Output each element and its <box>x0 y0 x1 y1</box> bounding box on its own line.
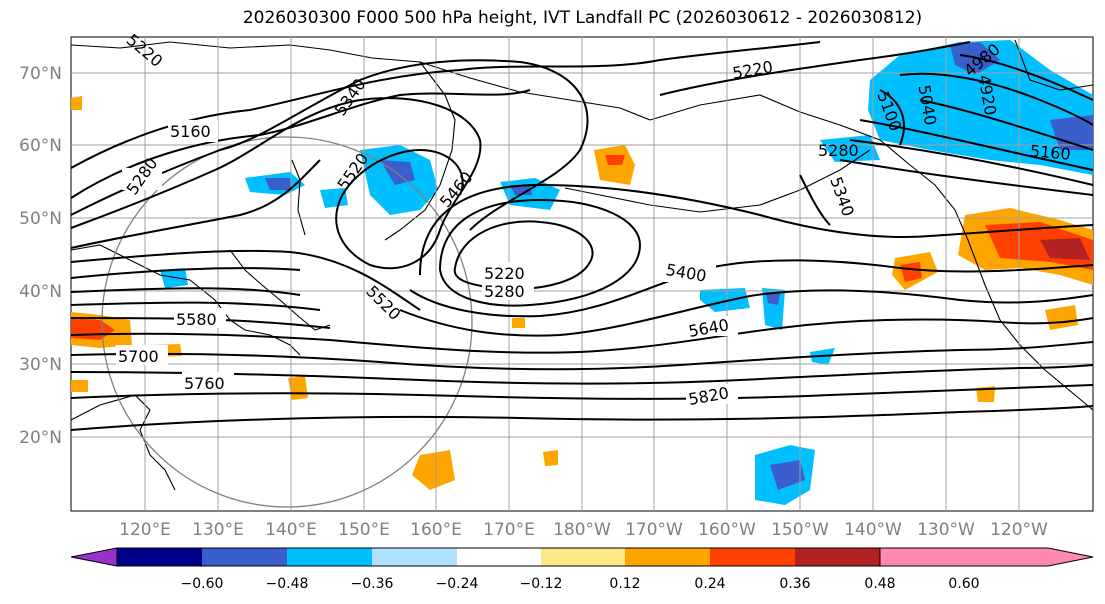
contour-label: 5160 <box>170 122 211 141</box>
longitude-labels: 120°E 130°E 140°E 150°E 160°E 170°E 180°… <box>119 520 1048 540</box>
lon-label: 160°W <box>698 520 756 540</box>
lon-label: 140°W <box>844 520 902 540</box>
lon-label: 150°E <box>338 520 390 540</box>
map-title: 2026030300 F000 500 hPa height, IVT Land… <box>242 8 923 28</box>
colorbar-tick-label: 0.60 <box>948 576 979 592</box>
colorbar: −0.60 −0.48 −0.36 −0.24 −0.12 0.12 0.24 … <box>70 547 1094 592</box>
lon-label: 170°W <box>625 520 683 540</box>
contour-label: 5160 <box>1029 141 1071 163</box>
colorbar-swatch <box>457 548 541 566</box>
colorbar-tick-label: −0.12 <box>520 576 563 592</box>
lon-label: 170°E <box>483 520 535 540</box>
lat-label: 30°N <box>19 355 62 375</box>
lon-label: 180°W <box>553 520 611 540</box>
colorbar-tick-label: 0.12 <box>609 576 640 592</box>
lat-label: 20°N <box>19 428 62 448</box>
lon-label: 120°E <box>119 520 171 540</box>
colorbar-tick-label: −0.36 <box>351 576 394 592</box>
lat-label: 40°N <box>19 282 62 302</box>
lon-label: 130°W <box>917 520 975 540</box>
contour-label: 5700 <box>118 347 159 366</box>
lon-label: 140°E <box>265 520 317 540</box>
colorbar-swatch <box>625 548 710 566</box>
colorbar-swatch <box>541 548 625 566</box>
contour-label: 5280 <box>484 282 525 301</box>
lon-label: 160°E <box>410 520 462 540</box>
lat-label: 50°N <box>19 209 62 229</box>
colorbar-ticks: −0.60 −0.48 −0.36 −0.24 −0.12 0.12 0.24 … <box>181 576 980 592</box>
colorbar-swatch <box>372 548 457 566</box>
colorbar-tick-label: 0.36 <box>779 576 810 592</box>
colorbar-tick-label: 0.24 <box>694 576 725 592</box>
contour-label: 5220 <box>484 264 525 283</box>
colorbar-swatch <box>117 548 202 566</box>
colorbar-extend-left <box>70 547 118 567</box>
lat-label: 70°N <box>19 64 62 84</box>
colorbar-swatch <box>202 548 287 566</box>
colorbar-extend-right <box>880 548 1093 566</box>
colorbar-tick-label: −0.60 <box>181 576 224 592</box>
contour-label: 5280 <box>818 141 859 160</box>
colorbar-tick-label: −0.24 <box>436 576 479 592</box>
lat-label: 60°N <box>19 136 62 156</box>
latitude-labels: 70°N 60°N 50°N 40°N 30°N 20°N <box>19 64 62 448</box>
lon-label: 120°W <box>990 520 1048 540</box>
lon-label: 150°W <box>771 520 829 540</box>
colorbar-swatch <box>710 548 795 566</box>
height-contours <box>70 41 1094 431</box>
lon-label: 130°E <box>192 520 244 540</box>
contour-label: 5760 <box>184 374 225 393</box>
colorbar-tick-label: 0.48 <box>864 576 895 592</box>
colorbar-swatch <box>287 548 372 566</box>
gridlines <box>71 37 1093 511</box>
contour-label: 5580 <box>176 310 217 329</box>
colorbar-swatch <box>795 548 880 566</box>
colorbar-tick-label: −0.48 <box>266 576 309 592</box>
range-circle <box>101 136 473 508</box>
